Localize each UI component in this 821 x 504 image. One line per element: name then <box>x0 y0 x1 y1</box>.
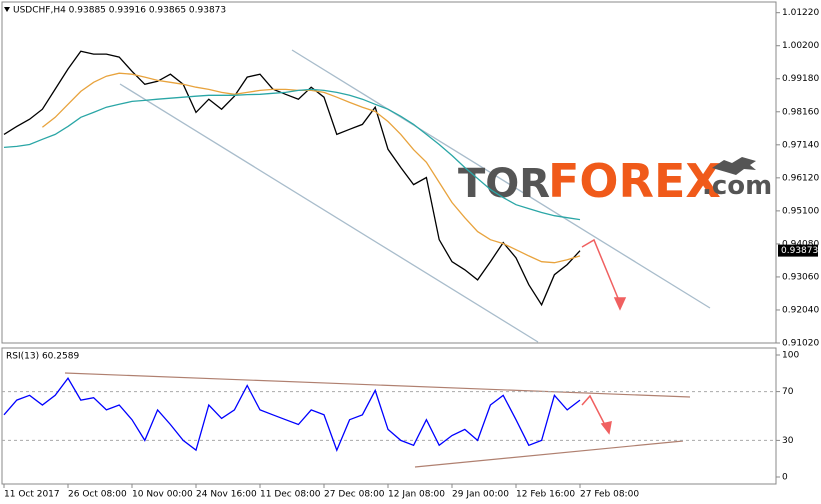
logo-bull <box>712 157 756 175</box>
trend-line <box>64 372 691 398</box>
y-tick-label: 0.95100 <box>782 206 819 216</box>
trend-line <box>414 440 684 468</box>
price-panel <box>1 1 777 344</box>
series-line <box>3 377 581 452</box>
y-tick-label: 0.99180 <box>782 74 819 84</box>
series-line <box>3 88 581 221</box>
channel-line <box>291 49 711 309</box>
rsi-panel <box>1 347 777 485</box>
x-tick-label: 27 Feb 08:00 <box>580 490 639 500</box>
x-tick-label: 26 Oct 08:00 <box>68 490 127 500</box>
forecast-arrows <box>581 238 627 435</box>
y-tick-label: 0.96120 <box>782 173 819 183</box>
y-tick-label: 1.00200 <box>782 41 819 51</box>
series-line <box>3 50 581 307</box>
channel-line <box>119 83 539 343</box>
logo-forex: FOREX <box>548 154 721 208</box>
x-tick-label: 10 Nov 00:00 <box>132 490 193 500</box>
x-tick-label: 12 Jan 08:00 <box>388 490 445 500</box>
rsi-title: RSI(13) 60.2589 <box>6 352 79 362</box>
y-tick-label: 70 <box>782 387 794 397</box>
x-tick-label: 11 Oct 2017 <box>4 490 60 500</box>
x-tick-label: 11 Dec 08:00 <box>260 490 321 500</box>
y-tick-label: 0.94080 <box>782 239 819 249</box>
chart-title: USDCHF,H4 0.93885 0.93916 0.93865 0.9387… <box>13 6 226 16</box>
y-tick-label: 1.01220 <box>782 8 819 18</box>
y-tick-label: 30 <box>782 436 794 446</box>
x-tick-label: 24 Nov 16:00 <box>196 490 257 500</box>
y-tick-label: 0.93060 <box>782 272 819 282</box>
y-tick-label: 0.97140 <box>782 140 819 150</box>
y-tick-label: 0.92040 <box>782 305 819 315</box>
y-tick-label: 100 <box>782 351 799 361</box>
logo-tor: TOR <box>458 161 550 207</box>
y-tick-label: 0 <box>782 473 788 483</box>
x-tick-label: 12 Feb 16:00 <box>516 490 575 500</box>
price-marker <box>778 244 818 257</box>
y-tick-label: 0.98160 <box>782 107 819 117</box>
x-tick-label: 27 Dec 08:00 <box>324 490 385 500</box>
title-marker <box>4 7 10 12</box>
y-tick-label: 0.91020 <box>782 339 819 349</box>
logo-com: .com <box>702 171 772 201</box>
price-marker-label: 0.93873 <box>781 246 818 256</box>
x-tick-label: 29 Jan 00:00 <box>452 490 509 500</box>
series-line <box>41 72 581 264</box>
